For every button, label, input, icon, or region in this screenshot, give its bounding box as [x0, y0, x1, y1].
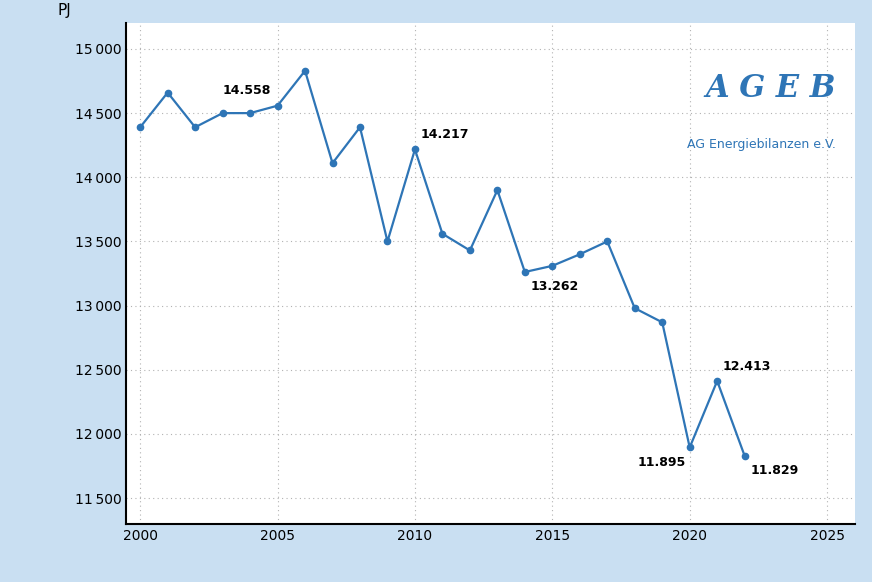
Text: A G E B: A G E B [705, 73, 836, 104]
Text: 14.558: 14.558 [222, 84, 270, 97]
Text: 11.895: 11.895 [637, 456, 685, 469]
Text: 13.262: 13.262 [530, 281, 579, 293]
Text: AG Energiebilanzen e.V.: AG Energiebilanzen e.V. [687, 139, 836, 151]
Text: PJ: PJ [58, 3, 71, 18]
Text: 14.217: 14.217 [420, 128, 469, 141]
Text: 12.413: 12.413 [723, 360, 771, 372]
Text: 11.829: 11.829 [750, 464, 799, 477]
